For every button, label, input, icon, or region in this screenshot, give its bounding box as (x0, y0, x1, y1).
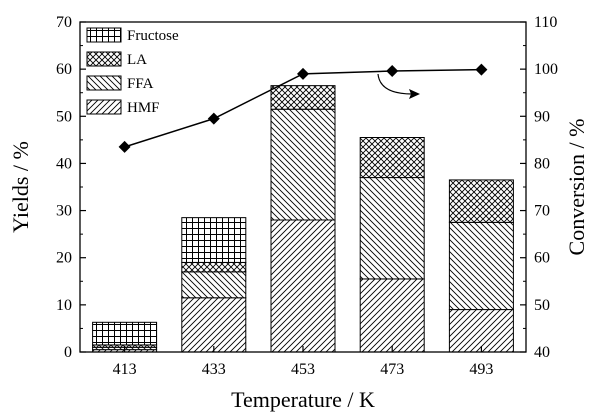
curved-arrow-path (377, 73, 413, 95)
conversion-point-453 (297, 67, 309, 80)
conversion-point-473 (386, 65, 399, 78)
legend-label-fructose: Fructose (127, 28, 179, 44)
y-tick-label: 30 (56, 203, 72, 220)
bar-group (92, 85, 514, 353)
legend: Fructose LA FFA HMF (86, 27, 179, 116)
bar-ffa-433 (181, 271, 247, 299)
x-axis-title: Temperature / K (231, 387, 375, 412)
y-tick-label: 50 (56, 108, 72, 125)
y2-axis-title: Conversion / % (564, 119, 589, 256)
bar-hmf-493 (448, 309, 514, 353)
bar-fructose-433 (181, 217, 247, 263)
bar-ffa-453 (270, 108, 336, 221)
y2-tick-label: 50 (534, 297, 550, 314)
bar-la-473 (359, 137, 425, 179)
legend-label-la: LA (127, 52, 147, 68)
y2-tick-label: 100 (534, 61, 558, 78)
y-tick-label: 40 (56, 155, 72, 172)
y2-tick-label: 70 (534, 203, 550, 220)
legend-swatch-ffa (86, 75, 122, 91)
x-tick-label: 473 (380, 361, 404, 378)
curved-arrow-annotation (377, 73, 420, 99)
y-tick-label: 20 (56, 250, 72, 267)
bar-hmf-473 (359, 278, 425, 353)
y2-tick-label: 40 (534, 344, 550, 361)
y-tick-label: 10 (56, 297, 72, 314)
bar-la-433 (181, 261, 247, 273)
bar-la-493 (448, 179, 514, 223)
bar-fructose-413 (92, 321, 158, 346)
conversion-line-layer (118, 63, 488, 153)
y-tick-label: 60 (56, 61, 72, 78)
y2-tick-label: 80 (534, 155, 550, 172)
legend-label-hmf: HMF (127, 100, 160, 116)
x-tick-label: 453 (291, 361, 315, 378)
y2-tick-label: 110 (534, 14, 557, 31)
conversion-point-493 (475, 63, 488, 76)
bar-ffa-493 (448, 221, 514, 311)
y-axis-title: Yields / % (8, 141, 33, 233)
conversion-point-413 (118, 140, 131, 153)
x-tick-label: 433 (202, 361, 226, 378)
bar-hmf-433 (181, 297, 247, 353)
y2-tick-label: 60 (534, 250, 550, 267)
curved-arrow-head (409, 89, 420, 99)
legend-swatch-fructose (86, 27, 122, 43)
y2-tick-label: 90 (534, 108, 550, 125)
conversion-point-433 (207, 112, 220, 125)
legend-swatch-la (86, 51, 122, 67)
legend-swatch-hmf (86, 99, 122, 115)
x-tick-label: 493 (469, 361, 493, 378)
legend-label-ffa: FFA (127, 76, 154, 92)
bar-la-453 (270, 85, 336, 110)
bar-hmf-453 (270, 219, 336, 353)
axis-ticks: 0 10 20 30 40 50 60 70 40 50 60 70 80 90 100 110 413 433 4… (56, 14, 558, 378)
y-tick-label: 0 (64, 344, 72, 361)
y-tick-label: 70 (56, 14, 72, 31)
bar-ffa-473 (359, 177, 425, 280)
x-tick-label: 413 (113, 361, 137, 378)
